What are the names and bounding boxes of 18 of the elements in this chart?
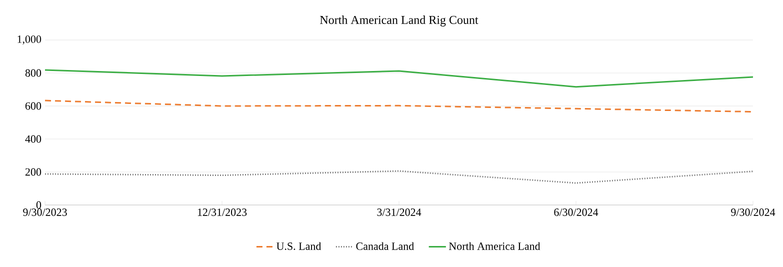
- legend-label: U.S. Land: [276, 242, 322, 250]
- chart-title: North American Land Rig Count: [320, 16, 478, 26]
- line-series: [44, 170, 754, 184]
- y-tick-label: 1,000: [18, 36, 42, 44]
- x-tick-label: 3/31/2024: [377, 208, 422, 216]
- y-tick-label: 800: [25, 69, 42, 77]
- y-tick-label: 200: [25, 168, 42, 176]
- x-tick-label: 6/30/2024: [554, 208, 598, 216]
- y-tick-label: 600: [25, 102, 42, 110]
- x-tick-label: 9/30/2023: [23, 208, 67, 216]
- x-tick-label: 12/31/2023: [198, 208, 247, 216]
- y-tick-label: 0: [36, 201, 42, 209]
- line-series: [44, 69, 754, 88]
- y-tick-label: 400: [25, 135, 42, 143]
- legend-label: North America Land: [448, 242, 540, 250]
- x-tick-label: 9/30/2024: [731, 208, 776, 216]
- legend-label: Canada Land: [356, 242, 414, 250]
- line-series: [44, 100, 754, 113]
